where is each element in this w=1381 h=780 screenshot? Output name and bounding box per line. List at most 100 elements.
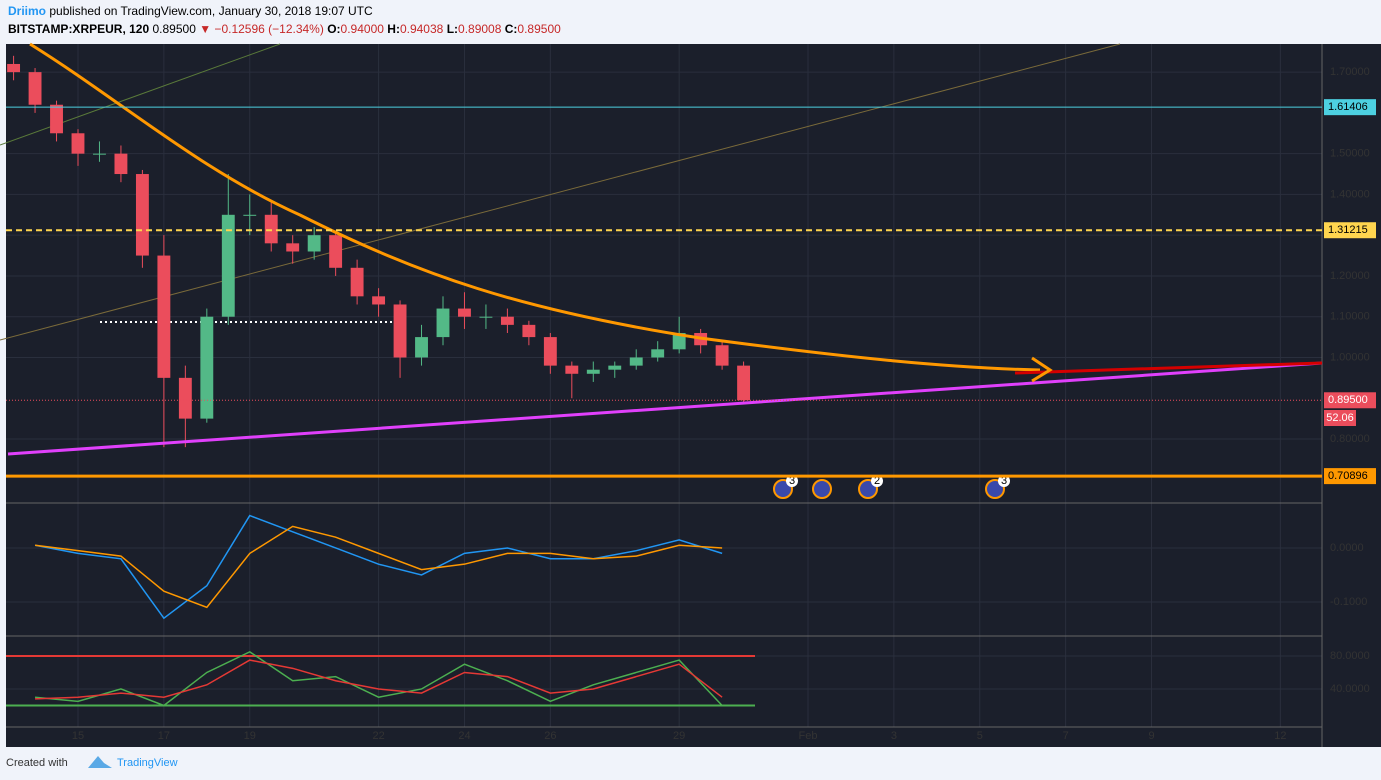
x-tick-label: 29 <box>673 730 685 742</box>
candle-body <box>329 235 343 268</box>
change: ▼ −0.12596 (−12.34%) <box>199 22 324 36</box>
candle-body <box>651 349 665 358</box>
y-tick-label: 1.50000 <box>1330 148 1370 160</box>
close: 0.89500 <box>517 22 561 36</box>
event-count: 3 <box>789 475 795 487</box>
published: published on TradingView.com, January 30… <box>49 4 373 18</box>
y-tick-label: 80.0000 <box>1330 650 1370 662</box>
low: 0.89008 <box>458 22 502 36</box>
y-tick-label: 1.70000 <box>1330 66 1370 78</box>
y-tick-label: 40.0000 <box>1330 683 1370 695</box>
candle-body <box>7 63 21 73</box>
candle-body <box>50 104 63 134</box>
candle-body <box>114 153 128 175</box>
price-label: 1.31215 <box>1328 224 1368 236</box>
candle-body <box>715 345 729 366</box>
candle-body <box>243 214 257 216</box>
candle-body <box>415 337 428 358</box>
candle-body <box>178 377 192 419</box>
stoch-line <box>35 659 723 700</box>
high: 0.94038 <box>399 22 444 36</box>
candle-body <box>286 243 300 252</box>
candle-body <box>221 214 235 317</box>
event-badge: 2 <box>858 475 883 499</box>
candle-body <box>28 72 42 105</box>
candle-body <box>350 267 364 297</box>
last: 0.89500 <box>152 22 196 36</box>
y-tick-label: 1.10000 <box>1330 311 1370 323</box>
price-label: 0.70896 <box>1328 470 1368 482</box>
stoch-line <box>34 650 723 707</box>
countdown: 52.06 <box>1326 412 1354 424</box>
candle-body <box>543 337 557 366</box>
y-tick-label: 1.40000 <box>1330 188 1370 200</box>
trend-line <box>0 43 281 146</box>
o-label: O: <box>327 22 341 36</box>
y-tick-label: 1.00000 <box>1330 351 1370 363</box>
x-tick-label: 12 <box>1274 730 1286 742</box>
price-label: 1.61406 <box>1328 101 1368 113</box>
candle-body <box>157 255 171 378</box>
macd-line <box>34 525 723 609</box>
curve <box>29 42 1041 372</box>
candle-body <box>500 316 514 325</box>
macd-line <box>34 514 723 620</box>
x-tick-label: 17 <box>158 730 170 742</box>
price-label-bg <box>1324 222 1376 239</box>
candle-body <box>135 174 149 256</box>
candle-body <box>608 365 622 370</box>
x-tick-label: 15 <box>72 730 84 742</box>
candle-body <box>565 365 579 374</box>
arrow <box>1031 356 1053 383</box>
x-tick-label: 24 <box>458 730 470 742</box>
candle-body <box>458 308 471 317</box>
footer-created: Created with <box>6 757 68 769</box>
price-label-bg <box>1324 392 1376 409</box>
open: 0.94000 <box>340 22 384 36</box>
event-badge: 3 <box>773 475 798 499</box>
l-label: L: <box>446 22 459 36</box>
y-tick-label: -0.1000 <box>1330 596 1367 608</box>
event-count: 2 <box>874 475 880 487</box>
price-label-bg <box>1324 99 1376 116</box>
x-tick-label: 3 <box>891 730 897 742</box>
candle-body <box>522 324 536 338</box>
trend-line <box>0 43 1121 341</box>
h-label: H: <box>387 22 400 36</box>
candle-body <box>586 369 600 374</box>
candle-body <box>200 316 214 419</box>
x-tick-label: 5 <box>977 730 983 742</box>
footer-brand: TradingView <box>117 757 178 769</box>
header-line-2: BITSTAMP:XRPEUR, 120 0.89500 ▼ −0.12596 … <box>8 22 561 36</box>
event-count: 3 <box>1001 475 1007 487</box>
brand-logo <box>88 756 112 768</box>
red-line <box>1014 361 1323 375</box>
candle-body <box>737 365 751 401</box>
y-tick-label: 1.20000 <box>1330 270 1370 282</box>
x-tick-label: 19 <box>244 730 256 742</box>
symbol: BITSTAMP:XRPEUR, 120 <box>8 22 150 36</box>
price-label-bg <box>1324 468 1376 485</box>
x-tick-label: 9 <box>1148 730 1154 742</box>
candle-body <box>372 296 386 305</box>
x-tick-label: 22 <box>372 730 384 742</box>
y-tick-label: 0.80000 <box>1330 433 1370 445</box>
y-tick-label: 0.0000 <box>1330 542 1364 554</box>
author: Driimo <box>8 4 47 18</box>
countdown-bg <box>1324 410 1356 426</box>
candle-body <box>307 235 321 252</box>
candle-body <box>71 133 85 154</box>
candle-body <box>393 304 407 358</box>
candle-body <box>479 316 493 318</box>
candle-body <box>436 308 450 338</box>
event-badge <box>812 479 832 499</box>
price-label: 0.89500 <box>1328 394 1368 406</box>
header-line-1: Driimo published on TradingView.com, Jan… <box>8 4 373 18</box>
event-badge: 3 <box>985 475 1010 499</box>
x-tick-label: 7 <box>1063 730 1069 742</box>
x-tick-label: 26 <box>544 730 556 742</box>
support-line <box>7 361 1323 456</box>
candle-body <box>93 153 106 155</box>
